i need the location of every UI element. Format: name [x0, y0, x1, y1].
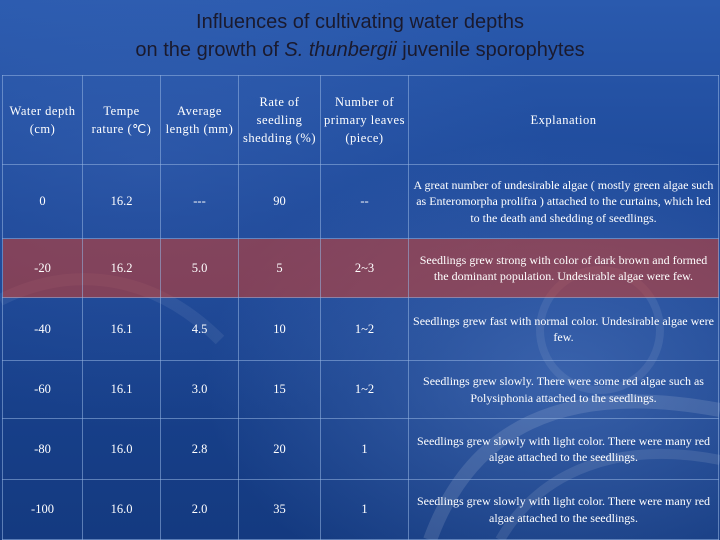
title-prefix: on the growth of — [135, 39, 285, 61]
cell-explanation: Seedlings grew strong with color of dark… — [408, 238, 719, 298]
table-row: 0 16.2 --- 90 -- A great number of undes… — [2, 164, 719, 239]
cell-explanation: Seedlings grew slowly with light color. … — [408, 479, 719, 540]
header-temperature: Tempe rature (℃) — [82, 75, 161, 165]
cell-depth: -80 — [2, 418, 83, 480]
cell-leaves: 1~2 — [320, 297, 409, 361]
cell-depth: -20 — [2, 238, 83, 298]
cell-temperature: 16.2 — [82, 164, 161, 239]
cell-length: 5.0 — [160, 238, 239, 298]
cell-shedding: 15 — [238, 360, 321, 419]
table-row: -80 16.0 2.8 20 1 Seedlings grew slowly … — [2, 418, 719, 480]
cell-temperature: 16.0 — [82, 479, 161, 540]
cell-leaves: 1 — [320, 479, 409, 540]
title-suffix: juvenile sporophytes — [396, 39, 585, 61]
cell-shedding: 90 — [238, 164, 321, 239]
cell-explanation: A great number of undesirable algae ( mo… — [408, 164, 719, 239]
cell-length: 2.0 — [160, 479, 239, 540]
header-average-length: Average length (mm) — [160, 75, 239, 165]
cell-depth: -100 — [2, 479, 83, 540]
cell-shedding: 5 — [238, 238, 321, 298]
table-header-row: Water depth (cm) Tempe rature (℃) Averag… — [2, 75, 719, 165]
header-water-depth: Water depth (cm) — [2, 75, 83, 165]
cell-temperature: 16.1 — [82, 297, 161, 361]
cell-shedding: 35 — [238, 479, 321, 540]
table-row: -20 16.2 5.0 5 2~3 Seedlings grew strong… — [2, 238, 719, 298]
table-row: -60 16.1 3.0 15 1~2 Seedlings grew slowl… — [2, 360, 719, 419]
cell-leaves: 1~2 — [320, 360, 409, 419]
cell-length: --- — [160, 164, 239, 239]
cell-leaves: -- — [320, 164, 409, 239]
cell-temperature: 16.1 — [82, 360, 161, 419]
header-shedding-rate: Rate of seedling shedding (%) — [238, 75, 321, 165]
table-row: -100 16.0 2.0 35 1 Seedlings grew slowly… — [2, 479, 719, 540]
title-line-2: on the growth of S. thunbergii juvenile … — [0, 36, 720, 64]
table-row: -40 16.1 4.5 10 1~2 Seedlings grew fast … — [2, 297, 719, 361]
cell-leaves: 1 — [320, 418, 409, 480]
header-primary-leaves: Number of primary leaves (piece) — [320, 75, 409, 165]
title-species: S. thunbergii — [284, 39, 397, 61]
cell-leaves: 2~3 — [320, 238, 409, 298]
cell-explanation: Seedlings grew slowly with light color. … — [408, 418, 719, 480]
cell-temperature: 16.2 — [82, 238, 161, 298]
cell-temperature: 16.0 — [82, 418, 161, 480]
cell-length: 3.0 — [160, 360, 239, 419]
cell-depth: -40 — [2, 297, 83, 361]
cell-length: 2.8 — [160, 418, 239, 480]
cell-depth: 0 — [2, 164, 83, 239]
cell-explanation: Seedlings grew fast with normal color. U… — [408, 297, 719, 361]
slide-title: Influences of cultivating water depths o… — [0, 8, 720, 64]
data-table: Water depth (cm) Tempe rature (℃) Averag… — [2, 75, 719, 540]
cell-shedding: 10 — [238, 297, 321, 361]
cell-depth: -60 — [2, 360, 83, 419]
cell-length: 4.5 — [160, 297, 239, 361]
header-explanation: Explanation — [408, 75, 719, 165]
cell-shedding: 20 — [238, 418, 321, 480]
title-line-1: Influences of cultivating water depths — [196, 11, 524, 33]
cell-explanation: Seedlings grew slowly. There were some r… — [408, 360, 719, 419]
